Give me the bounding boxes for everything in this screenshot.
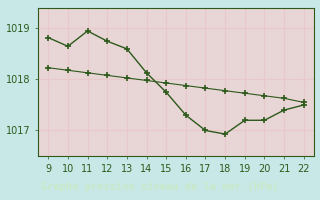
Text: Graphe pression niveau de la mer (hPa): Graphe pression niveau de la mer (hPa) xyxy=(41,182,279,192)
